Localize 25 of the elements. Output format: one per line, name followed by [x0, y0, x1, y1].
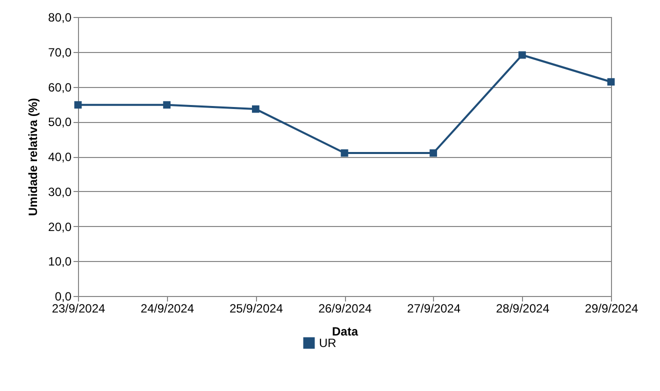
y-tick-label: 20,0: [48, 220, 72, 234]
y-tick-label: 50,0: [48, 115, 72, 130]
x-tick-label: 24/9/2024: [140, 302, 194, 316]
point: [607, 78, 615, 86]
y-tick-label: 30,0: [48, 184, 72, 199]
y-tick-label: 10,0: [48, 254, 72, 269]
point: [252, 105, 260, 113]
x-tick-label: 26/9/2024: [318, 302, 372, 316]
point: [74, 101, 82, 109]
point: [518, 51, 526, 59]
x-tick-label: 25/9/2024: [229, 302, 284, 316]
x-tick-label: 27/9/2024: [407, 302, 461, 316]
y-tick-label: 0,0: [54, 290, 72, 304]
x-axis-title: Data: [332, 324, 358, 338]
x-tick-label: 28/9/2024: [496, 302, 550, 316]
x-tick-label: 29/9/2024: [584, 302, 639, 316]
point: [163, 101, 171, 109]
y-tick-label: 80,0: [48, 10, 72, 24]
legend-label: UR: [319, 336, 337, 350]
y-tick-label: 70,0: [48, 45, 72, 60]
y-tick-label: 60,0: [48, 80, 72, 94]
x-tick-label: 23/9/2024: [52, 302, 106, 316]
y-axis-title: Umidade relativa (%): [26, 98, 40, 216]
point: [430, 149, 438, 157]
y-tick-label: 40,0: [48, 150, 72, 164]
